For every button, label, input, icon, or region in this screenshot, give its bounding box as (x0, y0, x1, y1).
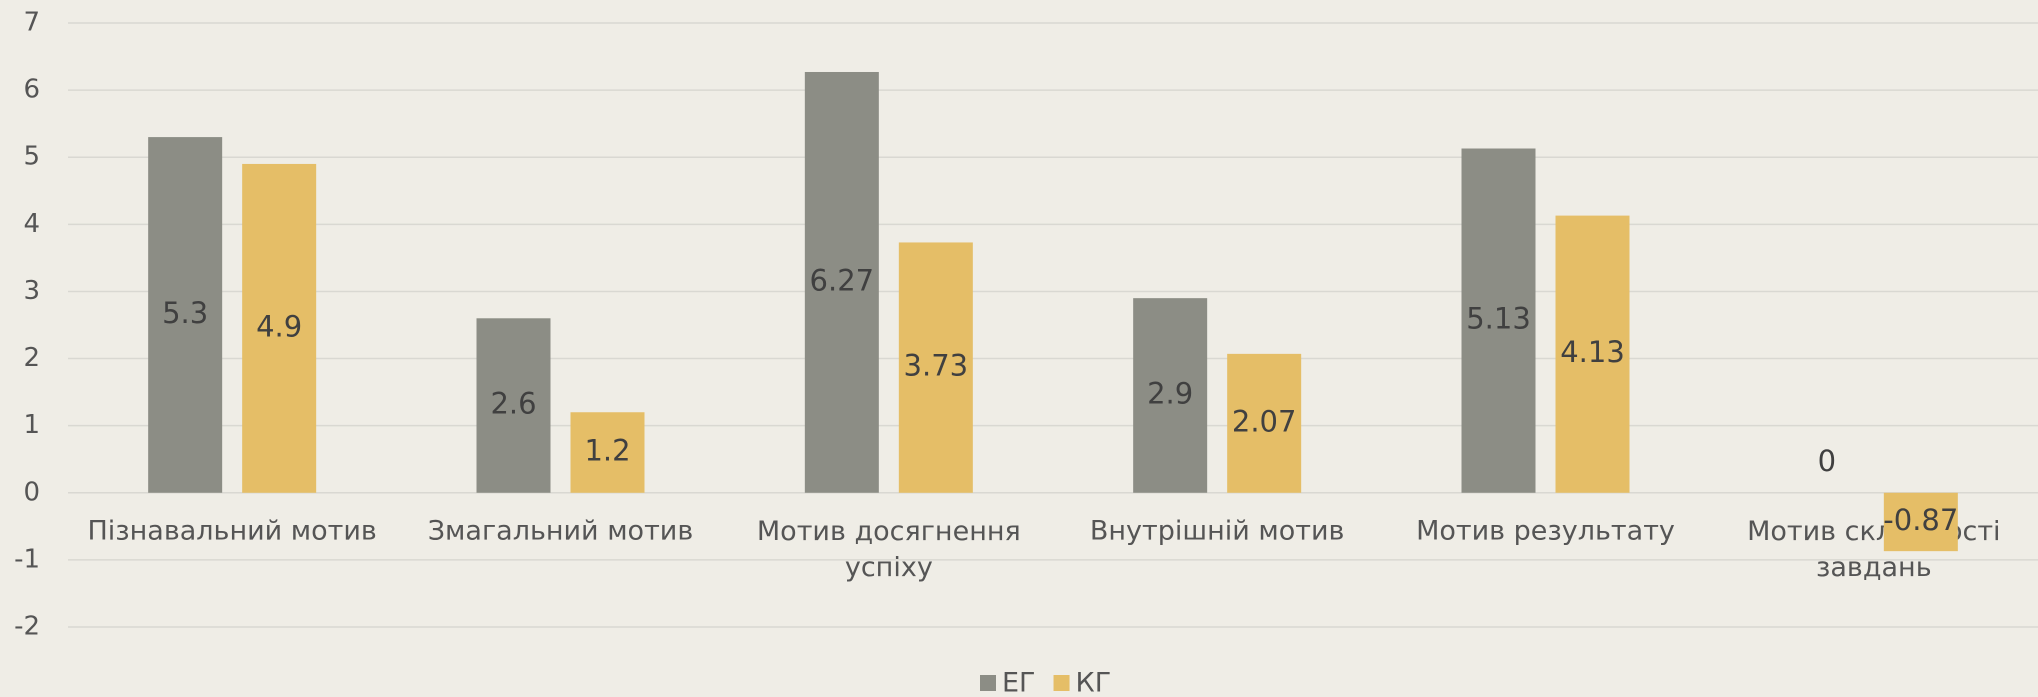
y-tick-label: -1 (14, 544, 40, 574)
bar (476, 318, 551, 493)
legend-label: КГ (1076, 668, 1112, 697)
x-tick-label-line: завдань (1816, 551, 1932, 582)
bar (804, 71, 879, 493)
x-tick-label: Мотив досягнення успіху (757, 515, 1021, 582)
y-tick-label: 2 (23, 343, 40, 373)
x-tick-label: Мотив результату (1416, 515, 1675, 546)
x-tick-label: Змагальний мотив (428, 515, 694, 546)
data-label: -0.87 (1883, 503, 1958, 537)
x-tick-label-line: Мотив складності (1747, 515, 2000, 546)
data-label: 3.73 (904, 349, 969, 383)
y-tick-label: 5 (23, 142, 40, 172)
bar (570, 412, 645, 493)
bar (1133, 298, 1208, 493)
data-label: 2.07 (1232, 404, 1297, 438)
legend-label: ЕГ (1002, 668, 1036, 697)
bar (1461, 148, 1536, 493)
data-label: 5.3 (162, 296, 208, 330)
legend-swatch (980, 675, 996, 691)
bar (1555, 215, 1630, 493)
y-tick-label: 7 (23, 8, 40, 38)
legend-swatch (1053, 675, 1070, 691)
data-label: 5.13 (1466, 302, 1531, 336)
data-label: 2.9 (1147, 376, 1193, 410)
x-tick-label: Мотив складності завдань (1747, 515, 2000, 582)
bar (1227, 353, 1302, 493)
x-tick-label-line: успіху (845, 551, 933, 582)
bar (898, 242, 973, 493)
bar (242, 163, 317, 493)
y-tick-label: 0 (23, 477, 40, 507)
y-tick-label: 3 (23, 276, 40, 306)
data-label: 2.6 (490, 387, 536, 421)
x-tick-label-line: Мотив досягнення (757, 515, 1021, 546)
y-tick-label: -2 (14, 612, 40, 642)
data-label: 4.13 (1560, 335, 1625, 369)
data-label: 1.2 (584, 434, 630, 468)
y-tick-label: 6 (23, 75, 40, 105)
y-tick-label: 1 (23, 410, 40, 440)
x-tick-label: Внутрішній мотив (1090, 515, 1345, 546)
data-label: 6.27 (810, 263, 875, 297)
x-tick-label: Пізнавальний мотив (87, 515, 376, 546)
y-tick-label: 4 (23, 209, 40, 239)
bar (148, 137, 223, 493)
bar (1883, 492, 1958, 552)
data-label: 4.9 (256, 309, 302, 343)
data-label: 0 (1818, 444, 1836, 478)
